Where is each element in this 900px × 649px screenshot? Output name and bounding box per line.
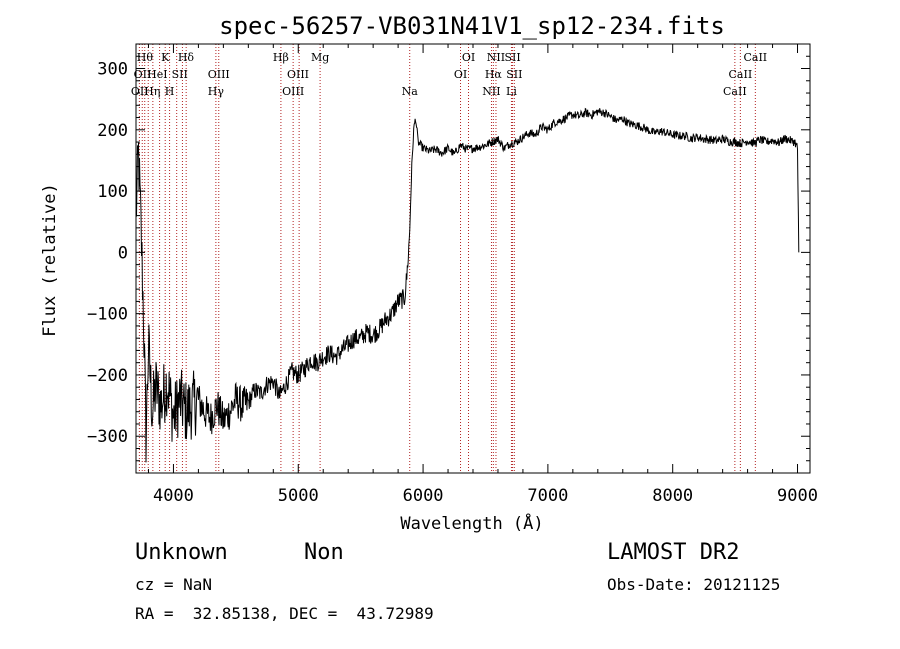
line-label: CaII <box>743 51 767 64</box>
line-label: H <box>165 85 175 98</box>
y-tick-label: 200 <box>97 121 128 141</box>
x-tick-label: 9000 <box>777 486 818 506</box>
line-label: Hθ <box>137 51 154 64</box>
y-tick-label: −100 <box>87 305 128 325</box>
x-tick-label: 7000 <box>527 486 568 506</box>
line-label: NII <box>487 51 505 64</box>
line-label: OII <box>134 68 152 81</box>
object-subclass: Non <box>304 540 344 565</box>
line-label: HeI <box>147 68 167 81</box>
line-label: CaII <box>723 85 747 98</box>
line-label: SII <box>504 51 520 64</box>
obs-date: Obs-Date: 20121125 <box>607 575 781 594</box>
redshift-text: cz = NaN <box>135 575 213 594</box>
x-axis-label: Wavelength (Å) <box>400 512 543 534</box>
y-tick-label: 100 <box>97 182 128 202</box>
x-tick-label: 5000 <box>278 486 319 506</box>
line-label: Hγ <box>208 85 225 98</box>
line-label: NII <box>482 85 500 98</box>
line-markers <box>138 44 756 473</box>
x-tick-label: 8000 <box>652 486 693 506</box>
y-tick-label: 300 <box>97 60 128 80</box>
line-label: OI <box>454 68 467 81</box>
y-axis: −300 −200 −100 0 100 200 300 <box>87 43 810 462</box>
line-label: CaII <box>729 68 753 81</box>
line-label: OIII <box>287 68 309 81</box>
line-label: Li <box>506 85 517 98</box>
line-label: OIII <box>208 68 230 81</box>
y-tick-label: −200 <box>87 366 128 386</box>
line-label: SII <box>172 68 188 81</box>
line-label: OIII <box>282 85 304 98</box>
line-label: Hη <box>144 85 160 98</box>
coordinates: RA = 32.85138, DEC = 43.72989 <box>135 604 434 623</box>
y-axis-label: Flux (relative) <box>40 183 60 337</box>
x-tick-label: 6000 <box>403 486 444 506</box>
x-axis: 4000 5000 6000 7000 8000 9000 <box>147 44 818 506</box>
line-label: Na <box>402 85 419 98</box>
y-tick-label: −300 <box>87 427 128 447</box>
y-tick-label: 0 <box>118 243 128 263</box>
line-label: OI <box>462 51 475 64</box>
spectrum-line <box>135 107 800 463</box>
line-label: Hδ <box>178 51 195 64</box>
plot-frame <box>135 43 811 474</box>
line-label: Hα <box>485 68 503 81</box>
survey-name: LAMOST DR2 <box>607 540 740 565</box>
line-label: SII <box>506 68 522 81</box>
line-label: Mg <box>311 51 329 64</box>
chart-title: spec-56257-VB031N41V1_sp12-234.fits <box>219 12 725 40</box>
line-label: K <box>161 51 170 64</box>
x-tick-label: 4000 <box>153 486 194 506</box>
object-class: Unknown <box>135 540 228 565</box>
line-label: Hβ <box>273 51 289 64</box>
line-label: OII <box>131 85 149 98</box>
